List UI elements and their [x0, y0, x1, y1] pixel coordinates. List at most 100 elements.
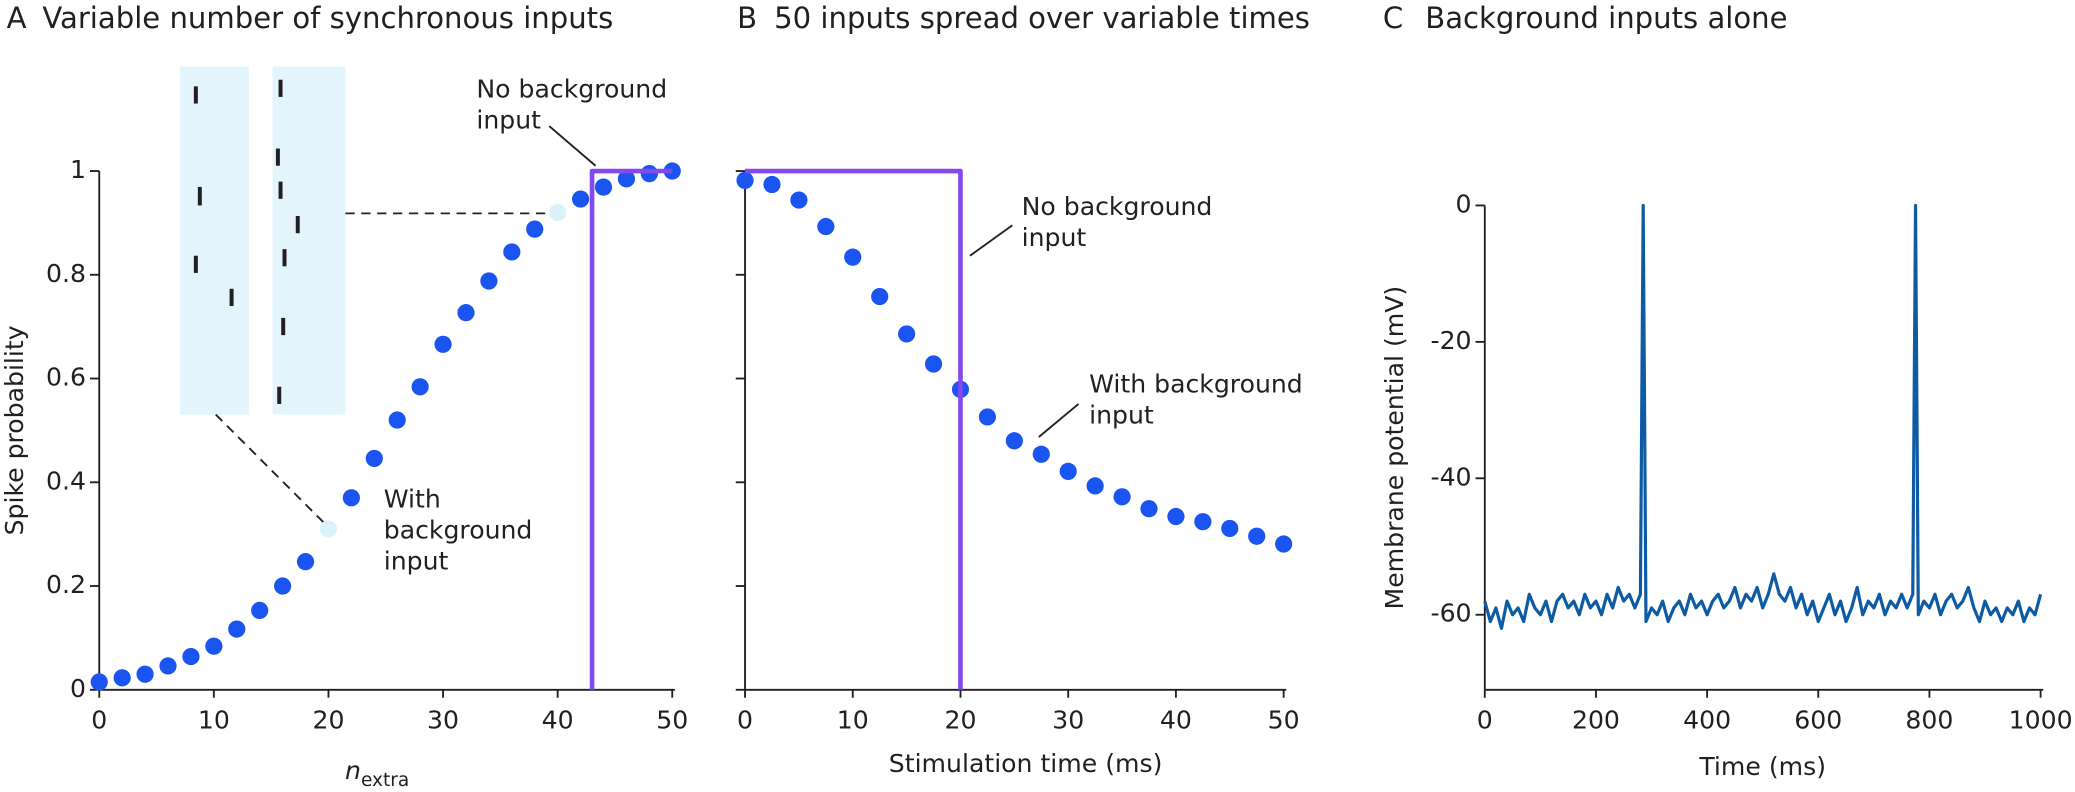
x-tick-label: 200: [1572, 706, 1620, 735]
data-point: [1086, 477, 1104, 495]
x-tick-label: 400: [1683, 706, 1731, 735]
annotation: No background: [476, 74, 667, 103]
x-axis-label-main: n: [345, 756, 361, 785]
annotation-leader: [1038, 403, 1080, 438]
data-point: [640, 165, 658, 183]
x-tick-label: 1000: [2009, 706, 2073, 735]
x-tick-label: 30: [427, 706, 459, 735]
data-point: [1140, 500, 1158, 518]
x-axis-label: nextra: [345, 756, 409, 790]
data-point: [1059, 462, 1077, 480]
x-tick-label: 30: [1052, 706, 1084, 735]
y-tick-label: 0: [70, 674, 86, 703]
data-point: [898, 325, 916, 343]
annotation: input: [1089, 401, 1154, 430]
x-axis-label: Time (ms): [1698, 752, 1826, 781]
x-tick-label: 40: [542, 706, 574, 735]
trace: [1483, 203, 2043, 630]
annotation: With: [384, 485, 441, 514]
x-tick-label: 20: [312, 706, 344, 735]
data-point: [182, 647, 200, 666]
data-point: [411, 378, 429, 396]
x-tick-label: 50: [1268, 706, 1300, 735]
data-point: [1248, 527, 1266, 545]
x-tick-label: 40: [1160, 706, 1192, 735]
x-axis-label-main: Stimulation time (ms): [889, 749, 1163, 778]
inset-panel: [272, 66, 346, 415]
x-tick-label: 50: [656, 706, 688, 735]
data-point: [1032, 445, 1050, 463]
y-tick-label: 0.6: [46, 363, 86, 392]
data-point: [736, 171, 754, 189]
step-line: [589, 168, 673, 690]
y-tick-label: 0.2: [46, 570, 86, 599]
data-point: [159, 657, 177, 675]
data-point: [388, 411, 406, 429]
inset-panel: [179, 66, 249, 415]
data-point: [1194, 513, 1212, 531]
annotation-leader: [969, 224, 1013, 257]
x-tick-label: 800: [1905, 706, 1953, 735]
data-point: [251, 601, 269, 620]
panel-title: 50 inputs spread over variable times: [774, 1, 1310, 35]
data-point: [503, 243, 521, 261]
y-tick-label: -20: [1431, 326, 1472, 355]
annotation: background: [384, 516, 533, 545]
annotation: No background: [1022, 192, 1213, 221]
x-axis-label-sub: extra: [361, 769, 409, 790]
data-point: [978, 408, 997, 426]
data-point: [526, 220, 544, 238]
data-point: [571, 190, 590, 208]
data-point: [1113, 488, 1131, 506]
y-axis-label: Spike probability: [0, 325, 29, 535]
x-tick-label: 10: [198, 706, 230, 735]
data-point: [1167, 507, 1185, 526]
data-point: [342, 489, 360, 507]
data-point: [365, 449, 383, 468]
y-tick-label: 0.4: [46, 466, 86, 495]
data-point: [1275, 535, 1293, 553]
annotation: input: [1022, 223, 1087, 252]
data-point: [790, 191, 808, 209]
x-tick-label: 20: [944, 706, 976, 735]
data-point: [594, 178, 613, 196]
annotation-leader: [548, 125, 597, 167]
y-tick-label: -60: [1431, 599, 1472, 628]
annotation: With background: [1089, 369, 1303, 398]
x-tick-label: 0: [737, 706, 753, 735]
data-point: [817, 217, 835, 236]
data-point: [480, 272, 498, 290]
annotation: input: [476, 105, 541, 134]
step-line: [745, 168, 963, 690]
data-point: [205, 637, 223, 655]
y-tick-label: 0.8: [46, 259, 86, 288]
data-point: [113, 669, 131, 687]
y-axis-label: Membrane potential (mV): [1380, 286, 1409, 610]
data-point: [844, 248, 862, 266]
data-point: [617, 170, 636, 188]
data-point: [1005, 432, 1023, 450]
data-point: [296, 553, 315, 571]
data-point: [1221, 519, 1239, 538]
x-tick-label: 0: [91, 706, 107, 735]
x-tick-label: 10: [837, 706, 869, 735]
panel-letter: B: [737, 1, 757, 35]
data-point: [228, 620, 246, 638]
data-point: [549, 203, 567, 222]
panel-letter: A: [7, 1, 27, 35]
x-axis-label: Stimulation time (ms): [889, 749, 1163, 778]
x-axis-label-main: Time (ms): [1698, 752, 1826, 781]
inset-spikes: [193, 79, 300, 404]
y-tick-label: 1: [70, 155, 86, 184]
inset: [179, 66, 552, 527]
data-point: [319, 520, 338, 538]
data-point: [136, 665, 154, 683]
data-point: [871, 287, 889, 306]
data-point: [457, 304, 475, 322]
data-point: [763, 175, 781, 194]
data-point: [274, 577, 292, 595]
x-tick-label: 600: [1794, 706, 1842, 735]
x-tick-label: 0: [1477, 706, 1493, 735]
